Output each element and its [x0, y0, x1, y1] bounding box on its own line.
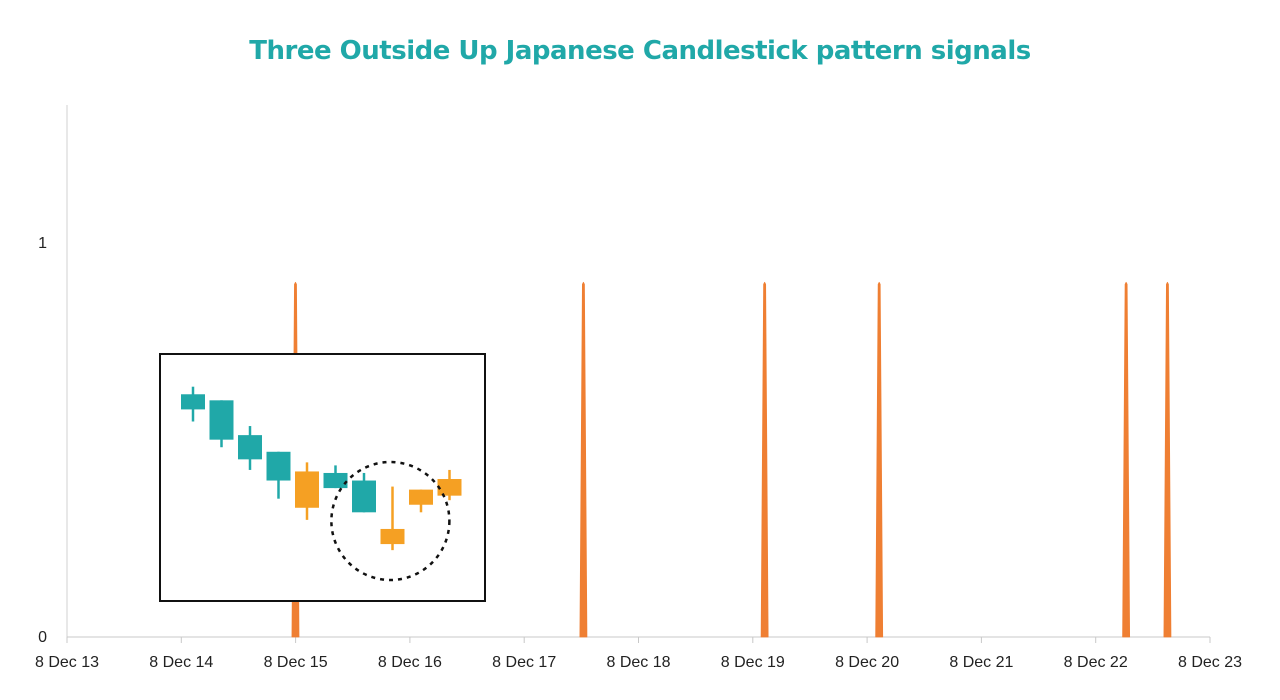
highlight-circle	[330, 460, 451, 582]
y-tick-label: 1	[38, 235, 47, 252]
candle-body	[352, 480, 376, 513]
candle-body	[323, 472, 348, 489]
signal-spike	[875, 281, 884, 638]
signal-series	[291, 281, 1172, 638]
chart-title: Three Outside Up Japanese Candlestick pa…	[249, 36, 1031, 66]
signal-spike	[1122, 281, 1131, 638]
x-tick-label: 8 Dec 19	[721, 654, 785, 671]
candle-body	[209, 400, 234, 440]
candle-body	[266, 451, 291, 481]
x-tick-label: 8 Dec 23	[1178, 654, 1242, 671]
axes: 8 Dec 13 8 Dec 14 8 Dec 15 8 Dec 16 8 Dec 17…	[35, 105, 1242, 671]
x-tick-label: 8 Dec 21	[949, 654, 1013, 671]
candle-body	[181, 394, 205, 410]
x-tick-label: 8 Dec 13	[35, 654, 99, 671]
candle-body	[238, 435, 262, 460]
candle-body	[295, 471, 319, 508]
signal-spike	[760, 281, 769, 638]
candle-body	[380, 528, 405, 545]
x-tick-label: 8 Dec 16	[378, 654, 442, 671]
signal-spike	[1163, 281, 1172, 638]
x-tick-label: 8 Dec 20	[835, 654, 899, 671]
inset-box	[159, 353, 486, 602]
x-tick-label: 8 Dec 18	[606, 654, 670, 671]
x-tick-label: 8 Dec 22	[1064, 654, 1128, 671]
x-tick-label: 8 Dec 14	[149, 654, 213, 671]
x-tick-label: 8 Dec 15	[264, 654, 328, 671]
candle-body	[437, 479, 462, 496]
x-tick-label: 8 Dec 17	[492, 654, 556, 671]
y-tick-label: 0	[38, 629, 47, 646]
signal-spike	[579, 281, 588, 638]
candlestick-inset	[159, 353, 486, 602]
candle-body	[409, 489, 433, 505]
